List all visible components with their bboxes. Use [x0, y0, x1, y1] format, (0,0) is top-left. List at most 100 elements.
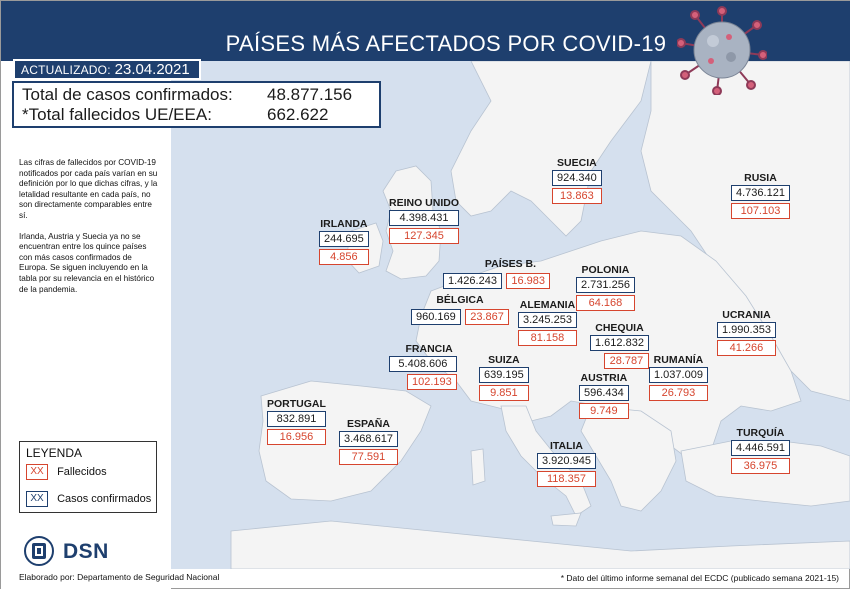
- country-espana: ESPAÑA 3.468.617 77.591: [339, 418, 398, 467]
- totals-box: Total de casos confirmados: 48.877.156 *…: [12, 81, 381, 128]
- total-deaths-label: *Total fallecidos UE/EEA:: [22, 105, 212, 124]
- logo-text: DSN: [63, 540, 109, 563]
- country-name: FRANCIA: [405, 343, 453, 355]
- updated-date: 23.04.2021: [114, 61, 190, 78]
- country-reino-unido: REINO UNIDO 4.398.431 127.345: [389, 197, 460, 246]
- note-paragraph-1: Las cifras de fallecidos por COVID-19 no…: [19, 158, 158, 220]
- country-name: RUMANÍA: [653, 354, 704, 366]
- land-balkans: [580, 405, 677, 512]
- cases-value: 2.731.256: [576, 277, 635, 293]
- deaths-value: 4.856: [319, 249, 369, 265]
- deaths-value: 9.851: [479, 385, 529, 401]
- cases-value: 960.169: [411, 309, 461, 325]
- country-irlanda: IRLANDA 244.695 4.856: [319, 218, 369, 267]
- deaths-value: 9.749: [579, 403, 629, 419]
- cases-value: 3.245.253: [518, 312, 577, 328]
- cases-value: 832.891: [267, 411, 326, 427]
- deaths-value: 107.103: [731, 203, 790, 219]
- country-name: PORTUGAL: [267, 398, 326, 410]
- country-name: BÉLGICA: [436, 294, 484, 306]
- deaths-value: 36.975: [731, 458, 790, 474]
- cases-value: 4.398.431: [389, 210, 460, 226]
- country-name: AUSTRIA: [580, 372, 628, 384]
- country-alemania: ALEMANIA 3.245.253 81.158: [518, 299, 577, 348]
- deaths-value: 23.867: [465, 309, 509, 325]
- cases-value: 4.446.591: [731, 440, 790, 456]
- country-chequia: CHEQUIA 1.612.832 28.787: [590, 322, 649, 371]
- coat-of-arms-icon: [24, 536, 54, 566]
- country-name: REINO UNIDO: [389, 197, 460, 209]
- country-name: CHEQUIA: [595, 322, 644, 334]
- legend: LEYENDA XX Fallecidos XX Casos confirmad…: [19, 441, 157, 513]
- credit-text: Elaborado por: Departamento de Seguridad…: [19, 572, 220, 582]
- total-deaths-value: 662.622: [267, 105, 329, 124]
- cases-value: 244.695: [319, 231, 369, 247]
- country-name: TURQUÍA: [736, 427, 785, 439]
- deaths-value: 102.193: [407, 374, 457, 390]
- land-islands: [470, 448, 582, 527]
- country-austria: AUSTRIA 596.434 9.749: [579, 372, 629, 421]
- deaths-value: 16.983: [506, 273, 551, 289]
- page-title: PAÍSES MÁS AFECTADOS POR COVID-19: [225, 31, 667, 56]
- country-name: ITALIA: [549, 440, 583, 452]
- country-rumania: RUMANÍA 1.037.009 26.793: [649, 354, 708, 403]
- legend-deaths-marker: XX: [26, 464, 48, 480]
- country-suecia: SUECIA 924.340 13.863: [552, 157, 602, 206]
- cases-value: 596.434: [579, 385, 629, 401]
- country-suiza: SUIZA 639.195 9.851: [479, 354, 529, 403]
- cases-value: 5.408.606: [389, 356, 457, 372]
- land-scandinavia: [450, 61, 652, 237]
- total-cases-value: 48.877.156: [267, 85, 353, 104]
- cases-value: 639.195: [479, 367, 529, 383]
- cases-value: 3.920.945: [537, 453, 596, 469]
- country-turquia: TURQUÍA 4.446.591 36.975: [731, 427, 790, 476]
- deaths-value: 77.591: [339, 449, 398, 465]
- legend-title: LEYENDA: [26, 446, 83, 460]
- deaths-value: 28.787: [604, 353, 649, 369]
- deaths-value: 118.357: [537, 471, 596, 487]
- country-name: ESPAÑA: [346, 418, 390, 430]
- country-portugal: PORTUGAL 832.891 16.956: [267, 398, 326, 447]
- cases-value: 924.340: [552, 170, 602, 186]
- total-cases-label: Total de casos confirmados:: [22, 85, 233, 104]
- dsn-logo: DSN: [23, 536, 123, 566]
- deaths-value: 127.345: [389, 228, 460, 244]
- note-paragraph-2: Irlanda, Austria y Suecia ya no se encue…: [19, 231, 155, 294]
- country-ucrania: UCRANIA 1.990.353 41.266: [717, 309, 776, 358]
- virus-icon: [677, 6, 767, 95]
- country-name: ALEMANIA: [519, 299, 576, 311]
- country-name: PAÍSES B.: [484, 258, 537, 270]
- country-belgica: BÉLGICA 960.169 23.867: [411, 294, 509, 325]
- deaths-value: 64.168: [576, 295, 635, 311]
- updated-badge: ACTUALIZADO: 23.04.2021: [13, 59, 201, 80]
- country-name: IRLANDA: [320, 218, 368, 230]
- cases-value: 1.037.009: [649, 367, 708, 383]
- side-note: Las cifras de fallecidos por COVID-19 no…: [19, 158, 159, 305]
- legend-cases-label: Casos confirmados: [57, 493, 152, 505]
- country-name: SUECIA: [557, 157, 597, 169]
- deaths-value: 81.158: [518, 330, 577, 346]
- cases-value: 4.736.121: [731, 185, 790, 201]
- country-name: SUIZA: [488, 354, 520, 366]
- country-polonia: POLONIA 2.731.256 64.168: [576, 264, 635, 313]
- country-francia: FRANCIA 5.408.606 102.193: [389, 343, 457, 392]
- legend-row-cases: XX Casos confirmados: [26, 491, 151, 507]
- footnote-text: * Dato del último informe semanal del EC…: [560, 573, 839, 583]
- country-paises-bajos: PAÍSES B. 1.426.243 16.983: [443, 258, 551, 289]
- legend-row-deaths: XX Fallecidos: [26, 464, 107, 480]
- country-name: UCRANIA: [722, 309, 771, 321]
- country-name: POLONIA: [581, 264, 630, 276]
- legend-deaths-label: Fallecidos: [57, 466, 107, 478]
- country-name: RUSIA: [744, 172, 777, 184]
- cases-value: 1.612.832: [590, 335, 649, 351]
- cases-value: 1.426.243: [443, 273, 502, 289]
- updated-label: ACTUALIZADO:: [21, 63, 111, 77]
- deaths-value: 41.266: [717, 340, 776, 356]
- deaths-value: 26.793: [649, 385, 708, 401]
- legend-cases-marker: XX: [26, 491, 48, 507]
- country-rusia: RUSIA 4.736.121 107.103: [731, 172, 790, 221]
- land-north-africa: [230, 520, 850, 569]
- country-italia: ITALIA 3.920.945 118.357: [537, 440, 596, 489]
- cases-value: 3.468.617: [339, 431, 398, 447]
